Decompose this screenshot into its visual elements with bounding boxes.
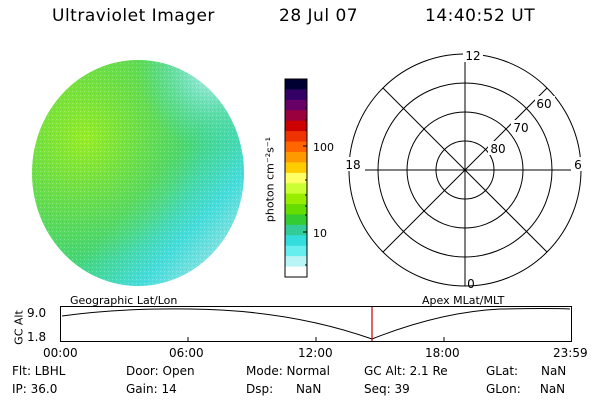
colorbar-cell (285, 193, 307, 205)
timeline-right-label: Apex MLat/MLT (422, 294, 505, 307)
time-label: 14:40:52 UT (425, 6, 536, 26)
colorbar-cell (285, 266, 307, 278)
status-gain: Gain: 14 (126, 382, 177, 396)
status-gc-alt: GC Alt: 2.1 Re (364, 364, 448, 378)
colorbar-unit-label: photon cm⁻²s⁻¹ (263, 136, 277, 223)
mlt-label-0: 0 (467, 277, 475, 291)
colorbar-cell (285, 183, 307, 195)
status-ip: IP: 36.0 (12, 382, 58, 396)
timeline-y-axis-label: GC Alt (12, 310, 26, 345)
status-mode: Mode: Normal (246, 364, 330, 378)
colorbar-cell (285, 245, 307, 257)
status-seq: Seq: 39 (364, 382, 410, 396)
status-glon: GLon: NaN (486, 382, 566, 396)
timeline-x-tick-1: 06:00 (169, 346, 204, 360)
colorbar-cell (285, 224, 307, 236)
colorbar-cell (285, 131, 307, 143)
colorbar-cell (285, 120, 307, 132)
mlt-label-6: 6 (574, 158, 582, 172)
status-glat: GLat: NaN (486, 364, 567, 378)
lat-label-60: 60 (536, 97, 551, 111)
colorbar-cell (285, 256, 307, 268)
colorbar-cell (285, 89, 307, 101)
colorbar-cell (285, 110, 307, 122)
timeline-y-tick-top: 9.0 (27, 306, 47, 320)
colorbar-cell (285, 172, 307, 184)
colorbar-cell (285, 79, 307, 90)
status-dsp: Dsp: NaN (246, 382, 322, 396)
polar-plot: 12 18 6 0 60 70 80 (341, 48, 585, 291)
colorbar-cell (285, 204, 307, 215)
colorbar-cell (285, 235, 307, 247)
timeline-x-tick-2: 12:00 (298, 346, 333, 360)
colorbar-cell (285, 162, 307, 174)
timeline-y-tick-bottom: 1.8 (27, 330, 47, 344)
colorbar (284, 78, 308, 278)
lat-label-80: 80 (490, 142, 505, 156)
uv-image (32, 60, 244, 286)
timeline-x-tick-4: 23:59 (553, 346, 588, 360)
colorbar-cell (285, 151, 307, 163)
lat-label-70: 70 (513, 121, 528, 135)
timeline-x-tick-0: 00:00 (43, 346, 78, 360)
instrument-title: Ultraviolet Imager (52, 6, 215, 26)
colorbar-tick-10: 10 (313, 227, 327, 240)
colorbar-cell (285, 141, 307, 153)
date-label: 28 Jul 07 (279, 6, 359, 26)
colorbar-cell (285, 99, 307, 111)
status-door: Door: Open (126, 364, 195, 378)
colorbar-cell (285, 214, 307, 226)
status-flt: Flt: LBHL (12, 364, 66, 378)
colorbar-tick-100: 100 (313, 141, 334, 154)
altitude-timeline (60, 306, 572, 342)
mlt-label-12: 12 (465, 49, 480, 63)
mlt-label-18: 18 (345, 158, 360, 172)
timeline-left-label: Geographic Lat/Lon (70, 294, 178, 307)
timeline-x-tick-3: 18:00 (425, 346, 460, 360)
